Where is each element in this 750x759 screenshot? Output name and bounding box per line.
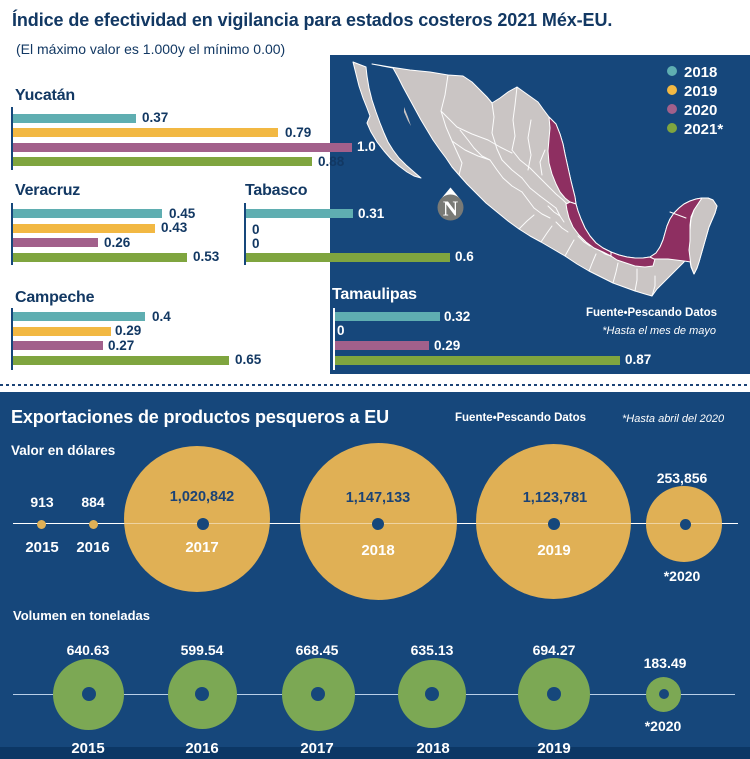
svg-text:N: N [443, 197, 458, 221]
